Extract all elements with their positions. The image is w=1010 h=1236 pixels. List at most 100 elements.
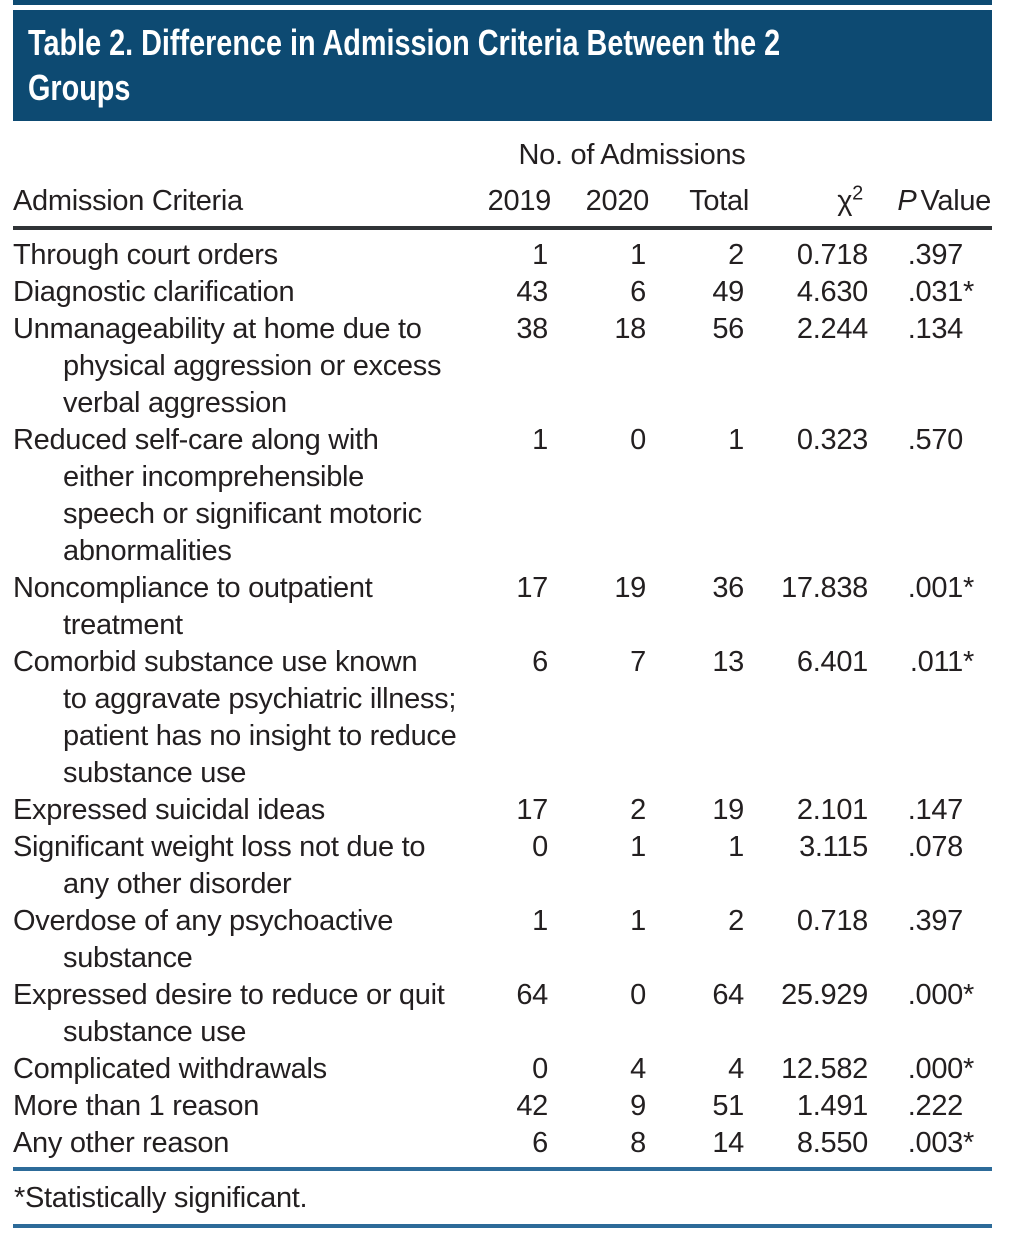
top-rule	[13, 0, 992, 5]
table-row: Complicated withdrawals 0 4 4 12.582 .000 *	[13, 1051, 992, 1088]
criteria-cell: Expressed suicidal ideas	[13, 792, 481, 829]
criteria-line: Any other reason	[13, 1127, 230, 1159]
value-2020-cell: 0	[630, 979, 646, 1011]
criteria-cell: Reduced self-care along with either incom…	[13, 422, 481, 570]
page-title: Table 2. Difference in Admission Criteri…	[28, 20, 996, 110]
value-2019-cell: 0	[532, 831, 548, 863]
criteria-line: Comorbid substance use known	[13, 646, 418, 678]
column-header-criteria: Admission Criteria	[13, 177, 481, 230]
table-row: Unmanageability at home due to physical a…	[13, 311, 992, 422]
value-total-cell: 56	[712, 313, 744, 345]
chi-square-cell: 8.550	[796, 1127, 868, 1159]
p-value-cell: .003 *	[871, 1125, 992, 1162]
p-value: .147	[907, 794, 964, 826]
significance-asterisk: *	[963, 646, 974, 678]
criteria-line: Reduced self-care along with	[13, 424, 379, 456]
value-2019-cell: 43	[516, 276, 548, 308]
criteria-line: Unmanageability at home due to	[13, 313, 422, 345]
p-value-cell: .011 *	[871, 644, 992, 792]
chi-square-cell: 0.718	[796, 905, 868, 937]
criteria-line: substance	[63, 942, 193, 974]
value-total-cell: 14	[712, 1127, 744, 1159]
table-row: Noncompliance to outpatient treatment 17 19…	[13, 570, 992, 644]
criteria-line: substance use	[63, 757, 247, 789]
criteria-cell: Through court orders	[13, 228, 481, 274]
value-total-cell: 2	[728, 905, 744, 937]
footnote-bottom-rule	[13, 1224, 992, 1228]
chi-square-cell: 6.401	[796, 646, 868, 678]
spanner-header-row: No. of Admissions	[13, 137, 992, 177]
chi-square-cell: 3.115	[799, 831, 868, 863]
significance-asterisk: *	[963, 979, 974, 1011]
criteria-cell: Significant weight loss not due to any ot…	[13, 829, 481, 903]
value-total-cell: 4	[728, 1053, 744, 1085]
significance-asterisk: *	[963, 572, 974, 604]
p-value-cell: .397	[871, 228, 992, 274]
chi-square-cell: 1.491	[796, 1090, 868, 1122]
criteria-cell: Any other reason	[13, 1125, 481, 1162]
value-2019-cell: 1	[532, 239, 548, 271]
criteria-line: substance use	[63, 1016, 247, 1048]
value-2020-cell: 1	[630, 831, 646, 863]
chi-square-cell: 12.582	[781, 1053, 868, 1085]
p-value: .397	[907, 239, 964, 271]
value-2020-cell: 18	[614, 313, 646, 345]
value-2019-cell: 38	[516, 313, 548, 345]
criteria-line: physical aggression or excess	[63, 350, 442, 382]
value-2020-cell: 19	[614, 572, 646, 604]
column-header-2020: 2020	[553, 177, 651, 230]
table-title-bar: Table 2. Difference in Admission Criteri…	[13, 10, 992, 121]
p-value-cell: .147	[871, 792, 992, 829]
p-value: .031 *	[908, 274, 975, 311]
admission-criteria-table: No. of Admissions Admission Criteria 201…	[13, 137, 992, 1162]
table-row: Comorbid substance use known to aggravate…	[13, 644, 992, 792]
p-value-cell: .397	[871, 903, 992, 977]
value-2019-cell: 64	[516, 979, 548, 1011]
p-value: .003 *	[908, 1125, 975, 1162]
criteria-line: either incomprehensible	[63, 461, 364, 493]
table-row: Expressed desire to reduce or quit substa…	[13, 977, 992, 1051]
p-value-cell: .570	[871, 422, 992, 570]
table-row: Through court orders 1 1 2 0.718 .397	[13, 228, 992, 274]
criteria-line: Expressed suicidal ideas	[13, 794, 325, 826]
criteria-line: any other disorder	[63, 868, 292, 900]
criteria-line: abnormalities	[63, 535, 232, 567]
chi-square-cell: 2.101	[796, 794, 868, 826]
criteria-line: Significant weight loss not due to	[13, 831, 426, 863]
value-2020-cell: 1	[630, 239, 646, 271]
value-2020-cell: 8	[630, 1127, 646, 1159]
table-row: Expressed suicidal ideas 17 2 19 2.101 .147	[13, 792, 992, 829]
value-2019-cell: 0	[532, 1053, 548, 1085]
criteria-cell: Unmanageability at home due to physical a…	[13, 311, 481, 422]
value-2019-cell: 17	[516, 572, 548, 604]
title-line-1: Table 2. Difference in Admission Criteri…	[28, 22, 781, 63]
footnote-top-rule	[13, 1167, 992, 1171]
value-total-cell: 19	[712, 794, 744, 826]
spanner-header-admissions: No. of Admissions	[518, 139, 746, 171]
table-row: Any other reason 6 8 14 8.550 .003 *	[13, 1125, 992, 1162]
criteria-cell: Expressed desire to reduce or quit substa…	[13, 977, 481, 1051]
table-figure: Table 2. Difference in Admission Criteri…	[13, 0, 992, 1228]
value-2020-cell: 6	[630, 276, 646, 308]
column-header-total: Total	[651, 177, 749, 230]
column-header-p-value: P Value	[871, 177, 992, 230]
p-value-cell: .031 *	[871, 274, 992, 311]
value-total-cell: 64	[712, 979, 744, 1011]
table-row: Diagnostic clarification 43 6 49 4.630 .031 *	[13, 274, 992, 311]
column-header-chi-square: χ2	[749, 177, 871, 230]
value-2020-cell: 4	[630, 1053, 646, 1085]
criteria-line: More than 1 reason	[13, 1090, 260, 1122]
value-total-cell: 1	[728, 831, 744, 863]
value-2019-cell: 1	[532, 424, 548, 456]
p-value: .000 *	[908, 977, 975, 1014]
criteria-cell: Comorbid substance use known to aggravate…	[13, 644, 481, 792]
value-total-cell: 2	[728, 239, 744, 271]
p-value: .397	[907, 905, 964, 937]
chi-square-cell: 25.929	[781, 979, 868, 1011]
criteria-line: Expressed desire to reduce or quit	[13, 979, 445, 1011]
value-2019-cell: 1	[532, 905, 548, 937]
criteria-line: speech or significant motoric	[63, 498, 422, 530]
value-total-cell: 36	[712, 572, 744, 604]
value-2019-cell: 6	[532, 1127, 548, 1159]
